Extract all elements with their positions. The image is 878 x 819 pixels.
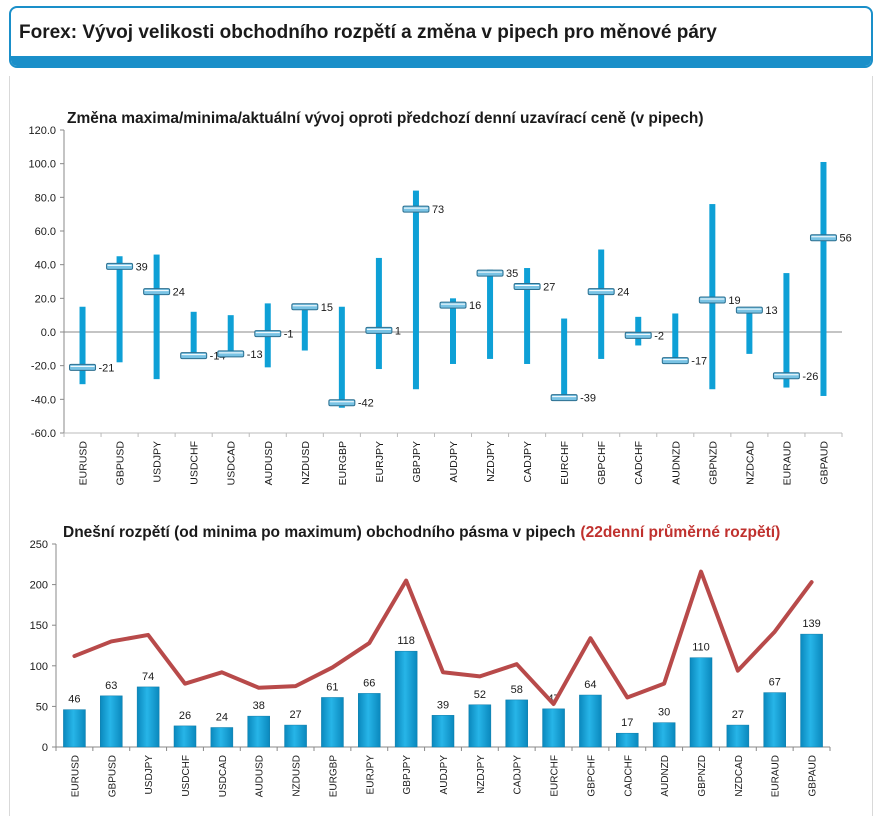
header-accent-bar — [11, 56, 871, 66]
page-header: Forex: Vývoj velikosti obchodního rozpět… — [9, 6, 873, 68]
charts-panel — [9, 76, 873, 816]
page-title: Forex: Vývoj velikosti obchodního rozpět… — [19, 22, 717, 43]
